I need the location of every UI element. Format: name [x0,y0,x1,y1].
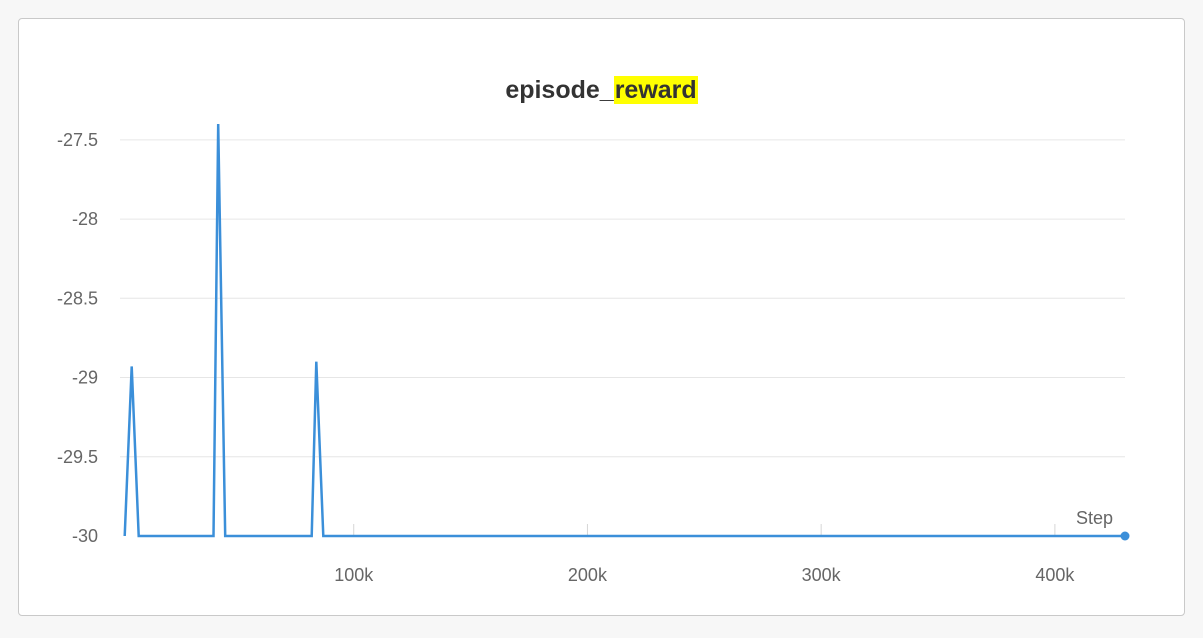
chart-title: episode_reward [0,76,1203,105]
x-axis-label: Step [1076,508,1113,528]
chart-title-highlight: reward [613,76,698,104]
y-tick-label: -27.5 [57,130,98,150]
y-tick-label: -28.5 [57,288,98,308]
y-tick-label: -29.5 [57,447,98,467]
series-line [123,123,1125,538]
y-tick-label: -28 [72,209,98,229]
y-tick-label: -29 [72,368,98,388]
x-tick-label: 400k [1035,565,1075,585]
series-endpoint-marker [1120,531,1130,541]
x-tick-label: 200k [568,565,608,585]
x-tick-label: 100k [334,565,374,585]
x-tick-label: 300k [802,565,842,585]
chart-title-prefix: episode_ [505,76,614,104]
y-tick-label: -30 [72,526,98,546]
